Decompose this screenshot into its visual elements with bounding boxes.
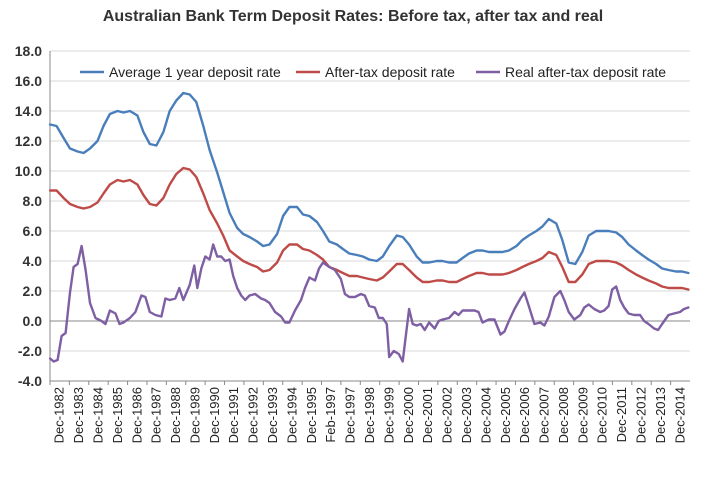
- legend-label-3: Real after-tax deposit rate: [505, 64, 666, 80]
- x-tick-label: Dec-1995: [304, 387, 319, 443]
- series-line-3: [48, 243, 690, 363]
- x-tick-label: Dec-2009: [575, 387, 590, 443]
- y-tick-label: -2.0: [18, 343, 42, 359]
- y-tick-label: 12.0: [15, 133, 42, 149]
- x-tick-label: Dec-2006: [517, 387, 532, 443]
- x-tick-label: Dec-2014: [672, 387, 687, 443]
- x-tick-label: Dec-2004: [478, 387, 493, 443]
- x-tick-label: Dec-1986: [129, 387, 144, 443]
- x-tick-label: Dec-1990: [207, 387, 222, 443]
- x-tick-label: Dec-1993: [265, 387, 280, 443]
- x-tick-label: Dec-2000: [401, 387, 416, 443]
- x-tick-label: Dec-1994: [284, 387, 299, 443]
- x-tick-label: Dec-1997: [343, 387, 358, 443]
- series-line-2: [48, 166, 690, 291]
- x-tick-label: Dec-2007: [537, 387, 552, 443]
- chart-title: Australian Bank Term Deposit Rates: Befo…: [102, 8, 604, 25]
- x-tick-label: Dec-1985: [110, 387, 125, 443]
- y-tick-label: 4.0: [23, 253, 43, 269]
- x-tick-label: Dec-1987: [149, 387, 164, 443]
- y-tick-label: 18.0: [15, 43, 42, 59]
- series-line-1: [48, 91, 690, 275]
- x-tick-label: Feb-1997: [323, 387, 338, 443]
- y-tick-label: 10.0: [15, 163, 42, 179]
- x-tick-label: Dec-1988: [168, 387, 183, 443]
- x-tick-label: Dec-2003: [459, 387, 474, 443]
- x-tick-label: Dec-2010: [595, 387, 610, 443]
- x-tick-label: Dec-1982: [52, 387, 67, 443]
- x-tick-label: Dec-2005: [498, 387, 513, 443]
- x-tick-label: Dec-2012: [634, 387, 649, 443]
- y-tick-label: 6.0: [23, 223, 43, 239]
- y-tick-label: 2.0: [23, 283, 43, 299]
- y-tick-label: 8.0: [23, 193, 43, 209]
- y-tick-label: 0.0: [23, 313, 43, 329]
- x-tick-label: Dec-2001: [420, 387, 435, 443]
- x-tick-label: Dec-1999: [381, 387, 396, 443]
- x-tick-label: Dec-2008: [556, 387, 571, 443]
- x-tick-label: Dec-2011: [614, 387, 629, 442]
- y-tick-label: -4.0: [18, 373, 42, 389]
- x-tick-label: Dec-1998: [362, 387, 377, 443]
- x-tick-label: Dec-1989: [187, 387, 202, 443]
- legend-label-1: Average 1 year deposit rate: [109, 64, 281, 80]
- y-tick-label: 14.0: [15, 103, 42, 119]
- x-tick-label: Dec-2013: [653, 387, 668, 443]
- x-tick-label: Dec-1991: [226, 387, 241, 443]
- x-tick-label: Dec-2002: [440, 387, 455, 443]
- legend-label-2: After-tax deposit rate: [325, 64, 455, 80]
- x-tick-label: Dec-1984: [90, 387, 105, 443]
- x-tick-label: Dec-1983: [71, 387, 86, 443]
- x-tick-label: Dec-1992: [246, 387, 261, 443]
- y-tick-label: 16.0: [15, 73, 42, 89]
